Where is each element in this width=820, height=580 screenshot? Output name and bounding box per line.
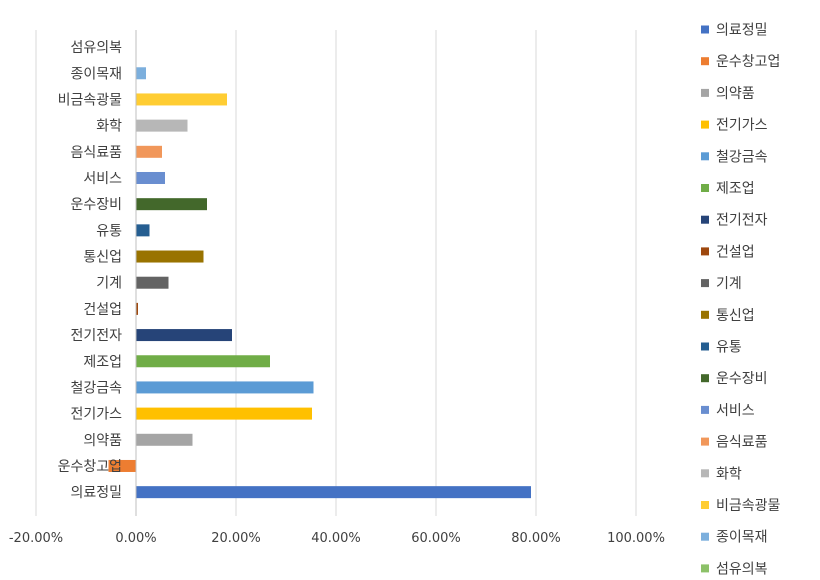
bar xyxy=(136,171,165,184)
legend-swatch xyxy=(701,564,709,573)
bar xyxy=(108,459,136,472)
x-tick-label: 40.00% xyxy=(311,531,361,546)
category-label: 종이목재 xyxy=(70,66,122,82)
legend-swatch xyxy=(701,184,709,192)
x-tick-label: 80.00% xyxy=(511,531,561,546)
x-tick-label: 20.00% xyxy=(211,531,261,546)
legend-swatch xyxy=(701,374,709,383)
category-label: 의약품 xyxy=(83,433,122,449)
x-tick-labels: -20.00% 0.00% 20.00% 40.00% 60.00% 80.00% 100.… xyxy=(9,531,665,546)
category-label: 기계 xyxy=(96,276,122,292)
legend-swatch xyxy=(701,310,709,319)
bar xyxy=(136,198,207,211)
legend-label: 건설업 xyxy=(716,244,755,260)
legend-swatch xyxy=(701,215,709,224)
category-label: 서비스 xyxy=(83,171,122,187)
legend-swatch xyxy=(701,120,709,129)
legend-label: 운수창고업 xyxy=(716,54,780,70)
category-label: 섬유의복 xyxy=(70,40,122,56)
legend-label: 섬유의복 xyxy=(716,561,768,577)
x-tick-label: 100.00% xyxy=(607,531,665,546)
legend-swatch xyxy=(701,405,709,414)
legend-label: 의료정밀 xyxy=(716,23,768,39)
legend-label: 종이목재 xyxy=(716,530,768,546)
category-label: 유통 xyxy=(96,223,122,239)
bar xyxy=(136,433,193,446)
legend-label: 운수장비 xyxy=(716,371,768,387)
bars xyxy=(108,67,531,499)
bar xyxy=(136,224,150,237)
bar xyxy=(136,276,169,289)
legend-label: 비금속광물 xyxy=(716,498,781,514)
bar xyxy=(136,93,227,106)
bar xyxy=(136,119,188,132)
category-label: 전기가스 xyxy=(70,407,122,423)
legend-label: 기계 xyxy=(716,276,742,292)
bar xyxy=(136,302,138,315)
bar xyxy=(136,381,314,394)
category-label: 제조업 xyxy=(83,354,122,370)
category-label: 철강금속 xyxy=(70,380,122,396)
bar xyxy=(136,250,204,263)
category-label: 의료정밀 xyxy=(70,485,122,501)
category-label: 통신업 xyxy=(83,250,122,266)
legend-swatch xyxy=(701,88,709,97)
legend-swatch xyxy=(701,501,709,509)
legend-swatch xyxy=(701,437,709,446)
category-label: 비금속광물 xyxy=(58,92,123,108)
legend-label: 음식료품 xyxy=(716,435,768,451)
legend-swatch xyxy=(701,279,709,288)
legend-label: 전기가스 xyxy=(716,118,768,134)
bar xyxy=(136,145,162,158)
legend-swatch xyxy=(701,532,709,541)
category-label: 화학 xyxy=(96,119,122,135)
category-label: 운수장비 xyxy=(70,197,122,213)
legend-label: 유통 xyxy=(716,340,742,356)
legend-swatch xyxy=(701,247,709,256)
category-label: 음식료품 xyxy=(70,145,122,161)
legend-label: 전기전자 xyxy=(716,213,768,229)
legend-label: 서비스 xyxy=(716,403,755,419)
bar xyxy=(136,486,531,499)
legend-swatch xyxy=(701,342,709,351)
legend-label: 통신업 xyxy=(716,308,755,324)
legend-label: 화학 xyxy=(716,466,742,482)
legend-swatch xyxy=(701,152,709,161)
x-tick-label: 0.00% xyxy=(115,531,156,546)
gridlines xyxy=(35,30,637,516)
bar xyxy=(136,67,146,80)
bar xyxy=(136,355,270,368)
legend-swatch xyxy=(701,25,709,34)
legend-label: 의약품 xyxy=(716,86,755,102)
x-tick-label: 60.00% xyxy=(411,531,461,546)
category-label: 운수창고업 xyxy=(58,459,122,475)
category-labels: 의료정밀 운수창고업 의약품 전기가스 철강금속 제조업 전기전자 건설업 기계 통신업 유통 운수장… xyxy=(58,40,123,501)
legend-label: 철강금속 xyxy=(716,149,768,165)
bar xyxy=(136,407,312,420)
x-tick-label: -20.00% xyxy=(9,531,63,546)
legend: 의료정밀운수창고업의약품전기가스철강금속제조업전기전자건설업기계통신업유통운수장… xyxy=(701,23,781,577)
legend-swatch xyxy=(701,57,709,66)
legend-label: 제조업 xyxy=(716,181,755,197)
bar xyxy=(136,329,232,342)
category-label: 건설업 xyxy=(83,302,122,318)
category-label: 전기전자 xyxy=(70,328,122,344)
legend-swatch xyxy=(701,469,709,478)
